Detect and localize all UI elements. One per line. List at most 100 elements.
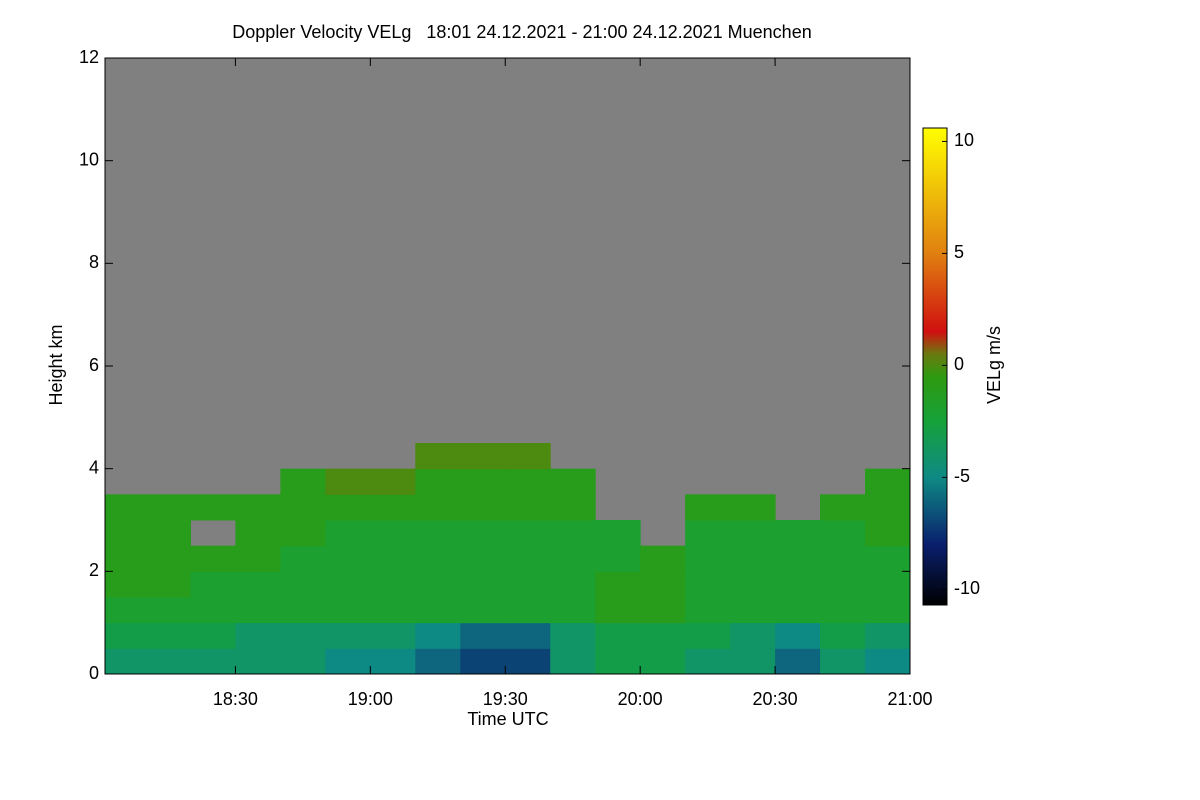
- heat-cell: [505, 648, 551, 675]
- heat-cell: [415, 545, 461, 572]
- heat-cell: [730, 648, 776, 675]
- heat-cell: [460, 648, 506, 675]
- heat-cell: [190, 622, 236, 649]
- y-tick-label: 2: [89, 560, 99, 580]
- heat-cell: [640, 571, 686, 598]
- heat-cell: [820, 597, 866, 624]
- heat-cell: [415, 494, 461, 521]
- heat-cell: [730, 597, 776, 624]
- heat-cell: [775, 622, 821, 649]
- heat-cell: [370, 520, 416, 547]
- y-tick-label: 12: [79, 47, 99, 67]
- heat-cell: [640, 648, 686, 675]
- heat-cell: [190, 648, 236, 675]
- heat-cell: [460, 597, 506, 624]
- heat-cell: [460, 443, 506, 470]
- heat-cell: [550, 468, 596, 495]
- heat-cell: [280, 520, 326, 547]
- heat-cell: [325, 545, 371, 572]
- heat-cell: [865, 468, 911, 495]
- heat-cell: [370, 468, 416, 495]
- heat-cell: [685, 648, 731, 675]
- y-tick-label: 8: [89, 252, 99, 272]
- heat-cell: [865, 597, 911, 624]
- heat-cell: [460, 571, 506, 598]
- heat-cell: [415, 597, 461, 624]
- heat-cell: [820, 545, 866, 572]
- heat-cell: [685, 622, 731, 649]
- heat-cell: [820, 622, 866, 649]
- heat-cell: [685, 520, 731, 547]
- heat-cell: [235, 597, 281, 624]
- heat-cell: [145, 648, 191, 675]
- heat-cell: [105, 648, 146, 675]
- heat-cell: [460, 622, 506, 649]
- heat-cell: [325, 494, 371, 521]
- y-tick-label: 10: [79, 149, 99, 169]
- heat-cell: [685, 494, 731, 521]
- heat-cell: [235, 545, 281, 572]
- heat-cell: [505, 545, 551, 572]
- heat-cell: [235, 520, 281, 547]
- heat-cell: [685, 545, 731, 572]
- y-tick-label: 0: [89, 663, 99, 683]
- y-axis-label: Height km: [46, 324, 66, 405]
- heat-cell: [775, 520, 821, 547]
- heat-cell: [105, 494, 146, 521]
- colorbar-label: VELg m/s: [984, 326, 1004, 404]
- heat-cell: [640, 545, 686, 572]
- heat-cell: [505, 443, 551, 470]
- heat-cell: [820, 494, 866, 521]
- heat-cell: [190, 597, 236, 624]
- heat-cell: [550, 648, 596, 675]
- heat-cell: [550, 545, 596, 572]
- heat-cell: [865, 622, 911, 649]
- heat-cell: [280, 494, 326, 521]
- heat-cell: [685, 571, 731, 598]
- heat-cell: [775, 545, 821, 572]
- heat-cell: [640, 622, 686, 649]
- heat-cell: [505, 571, 551, 598]
- heat-cell: [550, 597, 596, 624]
- heat-cell: [595, 597, 641, 624]
- heat-cell: [105, 622, 146, 649]
- colorbar-tick-label: 0: [954, 354, 964, 374]
- heat-cell: [280, 545, 326, 572]
- heat-cell: [775, 648, 821, 675]
- colorbar-tick-label: -5: [954, 466, 970, 486]
- heat-cell: [415, 571, 461, 598]
- colorbar-tick-label: 10: [954, 130, 974, 150]
- heat-cell: [370, 597, 416, 624]
- heat-cell: [505, 520, 551, 547]
- heat-cell: [415, 622, 461, 649]
- heat-cell: [595, 545, 641, 572]
- heat-cell: [505, 597, 551, 624]
- heat-cell: [370, 545, 416, 572]
- heat-cell: [550, 494, 596, 521]
- heat-cell: [370, 494, 416, 521]
- heat-cell: [145, 494, 191, 521]
- heat-cell: [235, 622, 281, 649]
- y-tick-label: 4: [89, 457, 99, 477]
- heat-cell: [460, 494, 506, 521]
- heat-cell: [415, 468, 461, 495]
- heat-cell: [775, 597, 821, 624]
- heat-cell: [105, 520, 146, 547]
- heat-cell: [505, 622, 551, 649]
- heat-cell: [640, 597, 686, 624]
- heat-cell: [190, 545, 236, 572]
- heat-cell: [775, 571, 821, 598]
- heat-cell: [370, 648, 416, 675]
- heat-cell: [820, 648, 866, 675]
- heat-cell: [105, 597, 146, 624]
- heat-cell: [550, 622, 596, 649]
- heat-cell: [415, 520, 461, 547]
- heat-cell: [865, 648, 911, 675]
- heat-cell: [370, 571, 416, 598]
- heat-cell: [105, 545, 146, 572]
- heat-cell: [730, 520, 776, 547]
- heat-cell: [325, 468, 371, 495]
- heat-cell: [865, 494, 911, 521]
- heat-cell: [325, 622, 371, 649]
